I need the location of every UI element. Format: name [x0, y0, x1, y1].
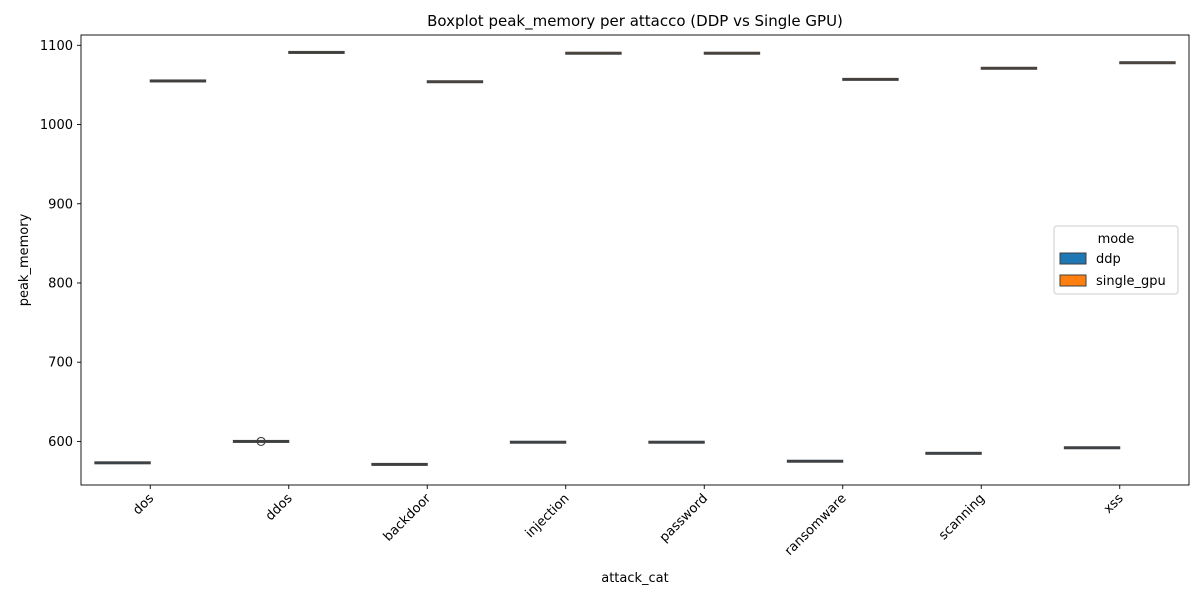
x-tick-label-ransomware: ransomware [782, 491, 850, 559]
y-tick-label-600: 600 [48, 435, 73, 450]
y-axis-label: peak_memory [17, 213, 32, 306]
chart-title: Boxplot peak_memory per attacco (DDP vs … [427, 12, 843, 31]
x-tick-label-ddos: ddos [263, 491, 296, 524]
outlier-ddp-ddos-0 [256, 436, 266, 447]
y-tick-label-800: 800 [48, 276, 73, 291]
x-tick-label-injection: injection [523, 491, 573, 541]
legend-label-ddp: ddp [1096, 252, 1121, 267]
x-axis-label: attack_cat [601, 571, 669, 586]
x-tick-label-xss: xss [1101, 491, 1127, 517]
legend-swatch-ddp [1059, 252, 1087, 265]
x-tick-label-scanning: scanning [936, 491, 988, 543]
y-tick-label-1000: 1000 [40, 118, 73, 133]
x-tick-label-dos: dos [130, 491, 157, 518]
legend-swatch-single_gpu [1059, 274, 1087, 287]
y-tick-label-1100: 1100 [40, 39, 73, 54]
legend: mode ddp single_gpu [1053, 225, 1179, 295]
legend-title: mode [1098, 232, 1135, 247]
x-tick-label-password: password [657, 491, 711, 545]
plot-frame [80, 34, 1190, 486]
y-tick-label-900: 900 [48, 197, 73, 212]
y-tick-label-700: 700 [48, 356, 73, 371]
x-tick-label-backdoor: backdoor [381, 491, 435, 545]
legend-label-single_gpu: single_gpu [1096, 274, 1166, 289]
plot-area: 600 700 800 900 1000 1100 dos ddos backdoor injec… [40, 34, 1190, 559]
